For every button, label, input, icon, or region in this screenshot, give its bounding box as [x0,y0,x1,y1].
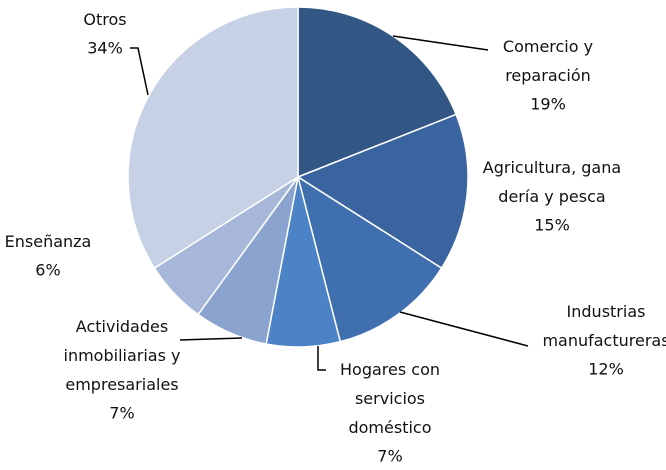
value-label: 6% [35,261,60,280]
value-label: 15% [534,216,570,235]
leader-line [399,311,529,347]
pie-slice [296,113,469,270]
value-label: 19% [530,95,566,114]
label-line: Industrias [567,302,646,321]
category-label: Agricultura, gana dería y pesca [483,158,621,206]
label-line: Enseñanza [5,232,92,251]
label-line: dería y pesca [498,187,605,206]
label-line: inmobiliarias y [64,346,181,365]
category-label: Enseñanza [5,232,92,251]
label-line: Hogares con [340,360,440,379]
category-label: Actividades inmobiliarias y empresariales [64,317,181,394]
label-line: empresariales [65,375,178,394]
category-label: Comercio y reparación [503,37,593,85]
label-line: Otros [83,10,126,29]
label-line: Actividades [76,317,168,336]
value-label: 34% [87,39,123,58]
category-label: Industrias manufactureras [542,302,666,350]
leader-line [179,337,243,341]
leader-line [130,47,149,96]
leader-line [392,35,489,51]
label-line: Agricultura, gana [483,158,621,177]
label-line: doméstico [348,418,431,437]
category-label: Hogares con servicios doméstico [340,360,440,437]
category-label: Otros [83,10,126,29]
pie-slice [127,6,299,270]
value-label: 12% [588,360,624,379]
pie-slice [296,175,443,343]
label-line: Comercio y [503,37,593,56]
label-line: servicios [355,389,425,408]
label-line: manufactureras [542,331,666,350]
value-label: 7% [109,404,134,423]
leader-line [317,346,326,371]
label-line: reparación [505,66,591,85]
value-label: 7% [377,447,402,466]
